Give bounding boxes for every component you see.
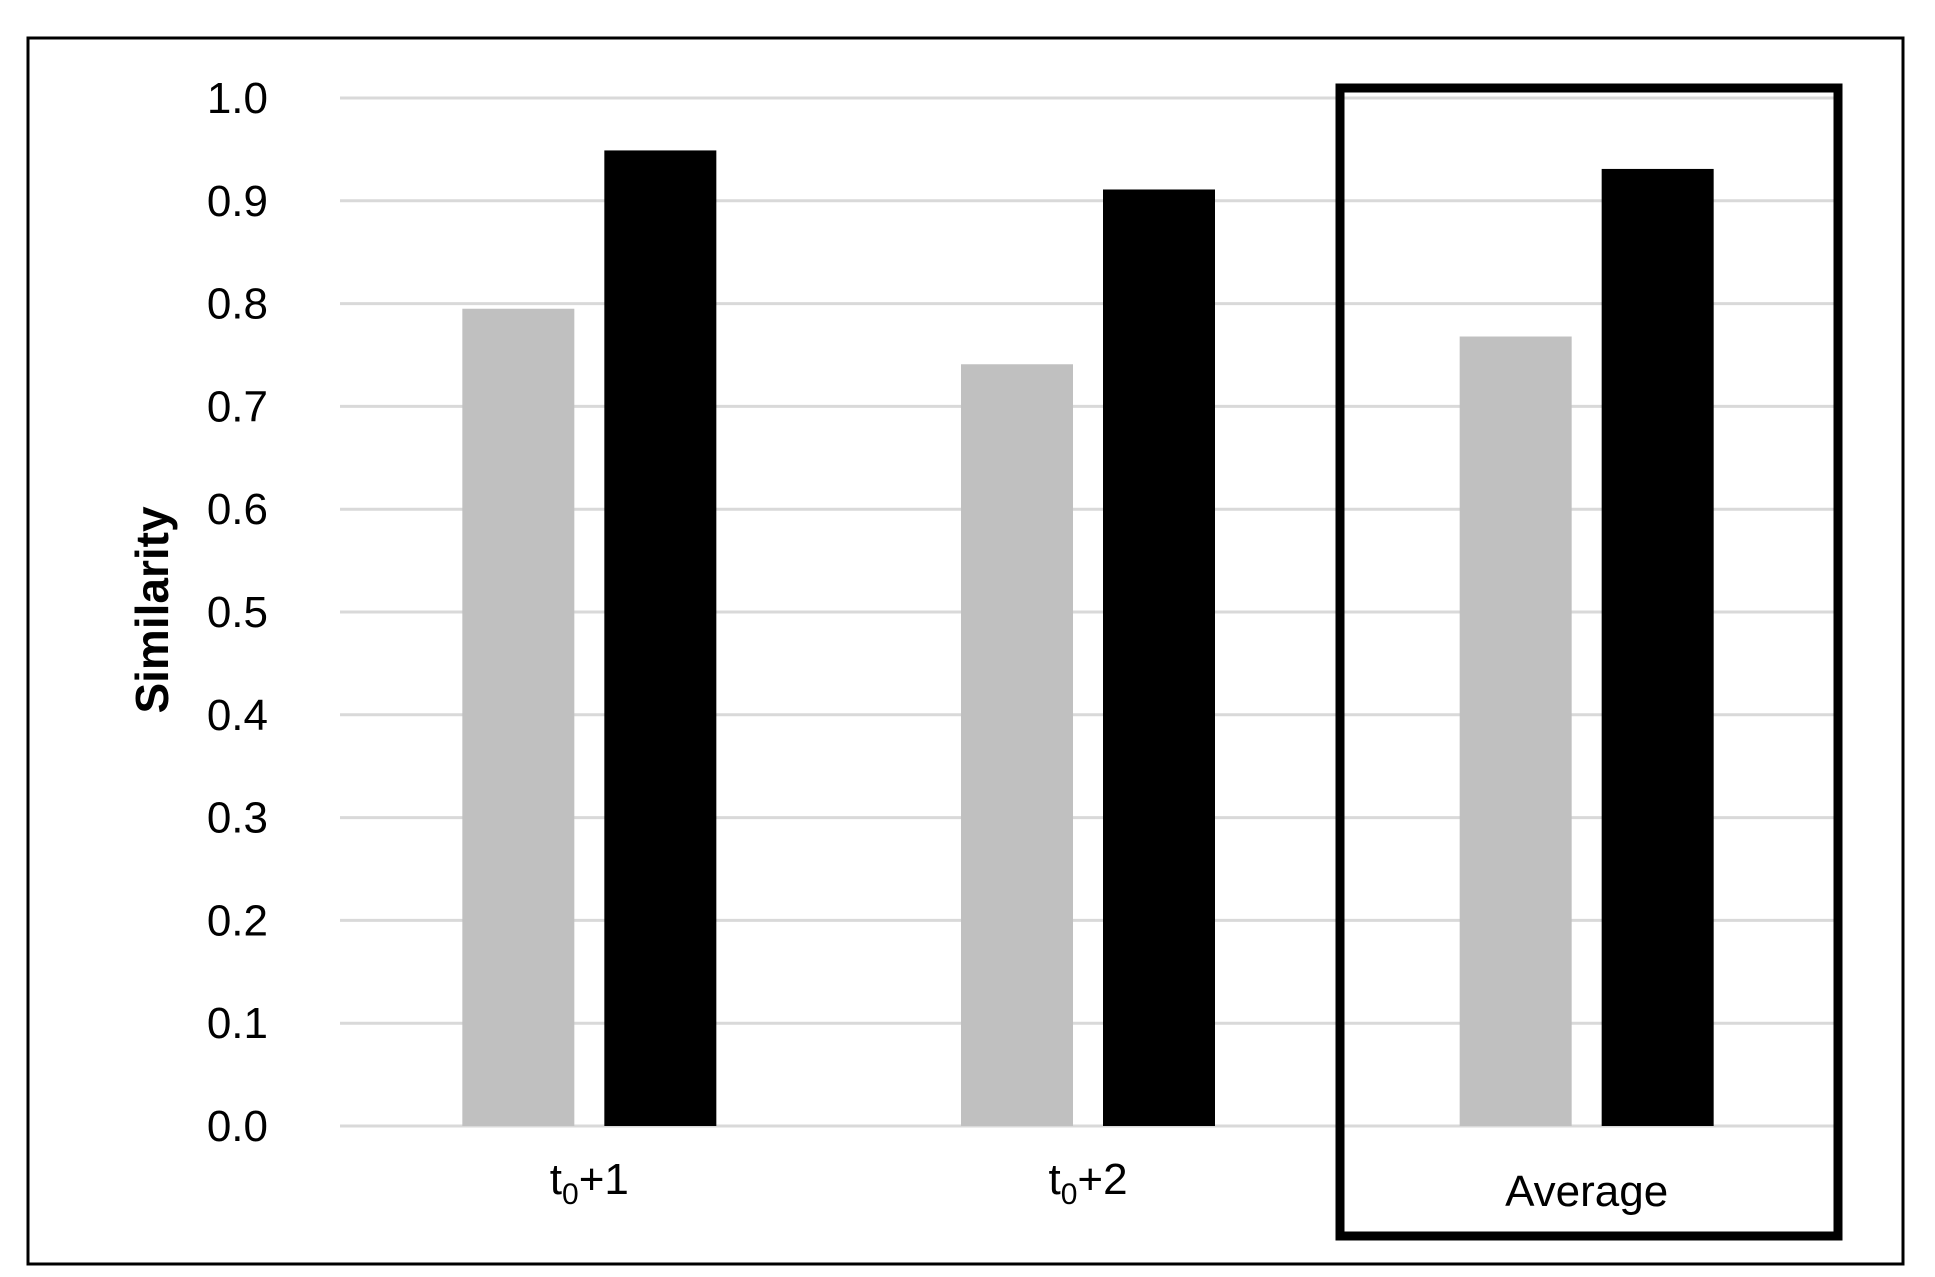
- y-tick-label: 0.0: [207, 1102, 268, 1151]
- bars: [462, 150, 1714, 1127]
- x-tick-label: Average: [1505, 1167, 1668, 1216]
- bar-series-1-category-1: [462, 308, 575, 1126]
- y-tick-label: 0.9: [207, 177, 268, 226]
- y-tick-label: 0.2: [207, 896, 268, 945]
- y-tick-label: 0.8: [207, 280, 268, 329]
- x-axis-tick-labels: t0+1 t0+2 Average: [550, 1155, 1668, 1216]
- bar-series-2-category-2: [1103, 189, 1215, 1126]
- y-tick-label: 0.1: [207, 999, 268, 1048]
- bar-series-2-category-1: [604, 150, 717, 1127]
- y-tick-label: 0.3: [207, 794, 268, 843]
- bar-series-1-category-3: [1459, 336, 1572, 1127]
- y-axis-tick-labels: 0.0 0.1 0.2 0.3 0.4 0.5 0.6 0.7 0.8 0.9 1.0: [207, 74, 268, 1151]
- y-tick-label: 1.0: [207, 74, 268, 123]
- y-tick-label: 0.6: [207, 485, 268, 534]
- chart-border: [26, 36, 1905, 1266]
- y-tick-label: 0.4: [207, 691, 268, 740]
- bar-series-1-category-2: [961, 364, 1073, 1126]
- bar-series-2-category-3: [1601, 168, 1714, 1126]
- y-tick-label: 0.7: [207, 382, 268, 431]
- gridlines: [340, 96, 1836, 1128]
- y-tick-label: 0.5: [207, 588, 268, 637]
- highlight-box: [1335, 83, 1843, 1241]
- y-axis-title: Similarity: [126, 506, 178, 714]
- x-tick-label: t0+1: [550, 1155, 629, 1211]
- x-tick-label: t0+2: [1048, 1155, 1127, 1211]
